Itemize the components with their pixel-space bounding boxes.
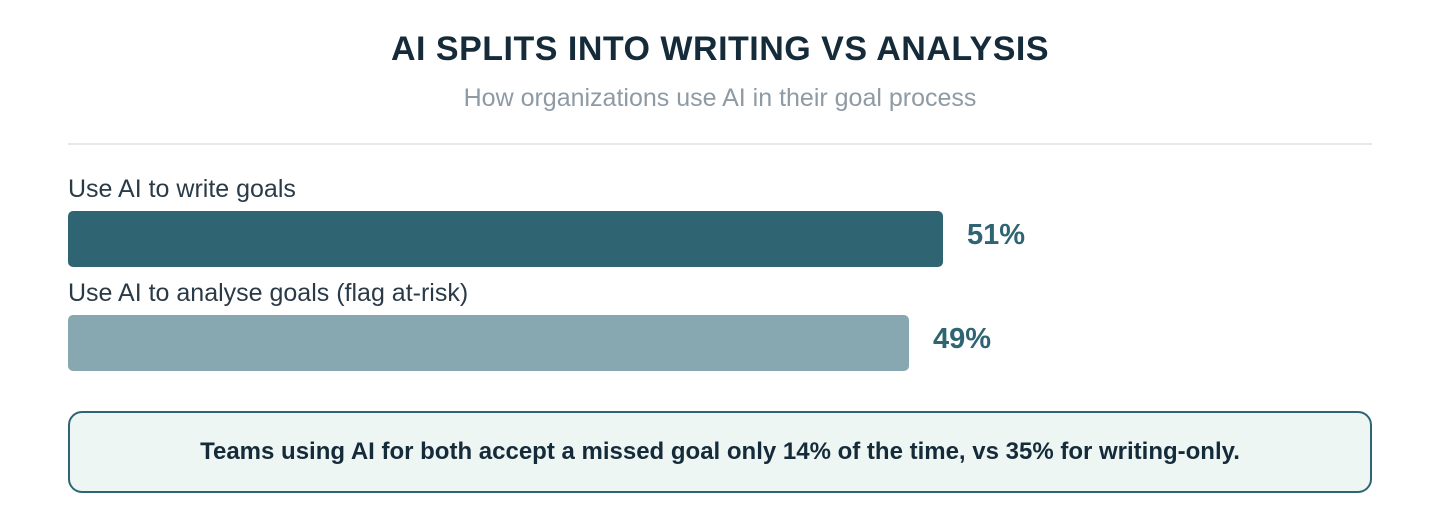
bar-analyse-goals xyxy=(68,315,909,371)
bar-value-label: 49% xyxy=(933,323,992,355)
header-divider xyxy=(68,143,1372,145)
bar-track: 49% xyxy=(68,315,1372,371)
bar-row-analyse-goals: Use AI to analyse goals (flag at-risk) 4… xyxy=(68,279,1372,379)
insight-callout: Teams using AI for both accept a missed … xyxy=(68,411,1372,493)
bar-value-label: 51% xyxy=(967,219,1026,251)
chart-subtitle: How organizations use AI in their goal p… xyxy=(463,84,977,112)
bar-label: Use AI to write goals xyxy=(68,175,296,203)
bar-track: 51% xyxy=(68,211,1372,267)
bar-write-goals xyxy=(68,211,943,267)
bar-row-write-goals: Use AI to write goals 51% xyxy=(68,175,1372,275)
chart-title: AI SPLITS INTO WRITING VS ANALYSIS xyxy=(390,30,1050,68)
bar-label: Use AI to analyse goals (flag at-risk) xyxy=(68,279,469,307)
callout-text: Teams using AI for both accept a missed … xyxy=(200,438,1240,465)
